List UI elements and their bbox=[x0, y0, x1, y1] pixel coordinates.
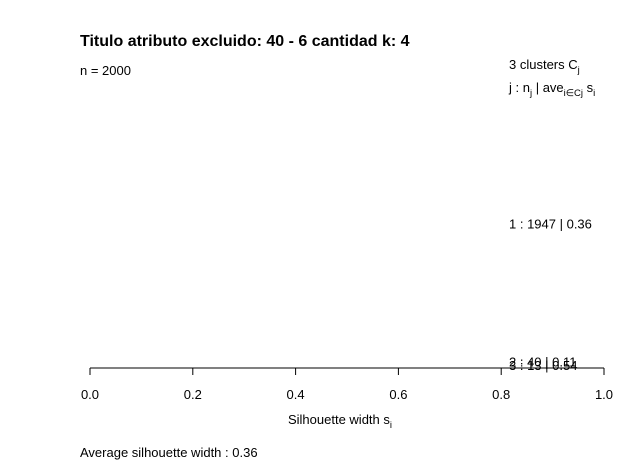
column-header-s-sub: i bbox=[593, 88, 595, 99]
x-tick-label: 0.0 bbox=[81, 387, 99, 402]
cluster-label-1: 1 : 1947 | 0.36 bbox=[509, 216, 592, 231]
silhouette-bars bbox=[90, 88, 368, 366]
x-tick-label: 0.6 bbox=[389, 387, 407, 402]
column-header-ave: | ave bbox=[532, 80, 564, 95]
silhouette-bar bbox=[90, 358, 147, 365]
clusters-header-text: 3 clusters C bbox=[509, 57, 578, 72]
x-axis-label-text: Silhouette width s bbox=[288, 412, 390, 427]
column-header-j: j : n bbox=[508, 80, 530, 95]
clusters-header-subscript: j bbox=[577, 65, 580, 76]
column-header-s: s bbox=[583, 80, 594, 95]
x-axis-label-subscript: i bbox=[390, 420, 392, 431]
column-header-j-sub: j bbox=[529, 88, 532, 99]
average-silhouette-footer: Average silhouette width : 0.36 bbox=[80, 445, 258, 460]
silhouette-bar bbox=[90, 364, 368, 366]
cluster-label-3: 3 : 13 | 0.54 bbox=[509, 358, 577, 373]
column-header: j : nj | avei∈Cj si bbox=[508, 80, 595, 99]
sample-size-label: n = 2000 bbox=[80, 63, 131, 78]
column-header-ave-sub: i∈Cj bbox=[564, 88, 583, 99]
chart-title: Titulo atributo excluido: 40 - 6 cantida… bbox=[80, 33, 410, 50]
x-axis-label: Silhouette width si bbox=[288, 412, 392, 431]
silhouette-bar bbox=[90, 88, 276, 359]
x-tick-label: 1.0 bbox=[595, 387, 613, 402]
cluster-label-2: 2 : 40 | 0.11 bbox=[509, 354, 576, 369]
x-tick-label: 0.2 bbox=[184, 387, 202, 402]
x-tick-label: 0.4 bbox=[287, 387, 305, 402]
x-axis-ticks: 0.0 0.2 0.4 0.6 0.8 1.0 bbox=[81, 368, 613, 402]
clusters-header: 3 clusters Cj bbox=[509, 57, 580, 76]
x-tick-label: 0.8 bbox=[492, 387, 510, 402]
cluster-labels: 1 : 1947 | 0.36 2 : 40 | 0.113 : 13 | 0.5… bbox=[509, 216, 592, 373]
